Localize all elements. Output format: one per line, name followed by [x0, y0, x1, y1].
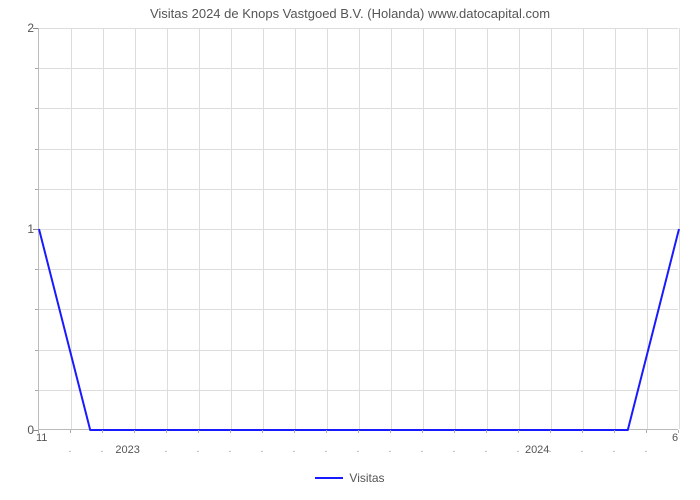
y-minor-tick — [35, 189, 38, 190]
y-minor-tick — [35, 68, 38, 69]
x-minor-label: . — [357, 444, 360, 455]
x-end-label: 6 — [672, 432, 678, 444]
x-major-label: 2024 — [525, 444, 549, 456]
x-minor-tick — [646, 430, 647, 433]
y-minor-tick — [35, 309, 38, 310]
y-minor-tick — [35, 390, 38, 391]
x-minor-tick — [614, 430, 615, 433]
y-tick-mark — [33, 229, 38, 230]
x-minor-label: . — [645, 444, 648, 455]
legend-swatch — [315, 477, 343, 479]
chart-title: Visitas 2024 de Knops Vastgoed B.V. (Hol… — [0, 6, 700, 21]
x-minor-tick — [230, 430, 231, 433]
x-minor-label: . — [613, 444, 616, 455]
x-minor-tick — [294, 430, 295, 433]
x-minor-label: . — [549, 444, 552, 455]
x-minor-tick — [422, 430, 423, 433]
x-start-label: 11 — [36, 432, 47, 444]
x-minor-tick — [550, 430, 551, 433]
x-minor-tick — [582, 430, 583, 433]
x-minor-label: . — [453, 444, 456, 455]
x-minor-tick — [518, 430, 519, 433]
x-minor-label: . — [517, 444, 520, 455]
x-minor-label: . — [69, 444, 72, 455]
plot-area — [38, 28, 678, 430]
x-minor-label: . — [197, 444, 200, 455]
x-minor-tick — [454, 430, 455, 433]
y-tick-label: 2 — [6, 21, 34, 35]
x-minor-tick — [358, 430, 359, 433]
x-minor-tick — [486, 430, 487, 433]
y-tick-label: 0 — [6, 423, 34, 437]
x-minor-tick — [134, 430, 135, 433]
x-minor-label: . — [581, 444, 584, 455]
x-minor-tick — [102, 430, 103, 433]
x-minor-tick — [390, 430, 391, 433]
x-minor-label: . — [101, 444, 104, 455]
legend: Visitas — [0, 470, 700, 485]
x-minor-tick — [326, 430, 327, 433]
chart-container: Visitas 2024 de Knops Vastgoed B.V. (Hol… — [0, 0, 700, 500]
grid-vertical — [679, 28, 680, 429]
x-minor-tick — [70, 430, 71, 433]
x-minor-label: . — [261, 444, 264, 455]
x-minor-label: . — [325, 444, 328, 455]
x-minor-tick — [38, 430, 39, 433]
y-minor-tick — [35, 149, 38, 150]
y-tick-mark — [33, 28, 38, 29]
x-minor-label: . — [389, 444, 392, 455]
x-minor-label: . — [485, 444, 488, 455]
x-major-label: 2023 — [115, 444, 139, 456]
y-minor-tick — [35, 108, 38, 109]
x-minor-tick — [262, 430, 263, 433]
x-minor-tick — [678, 430, 679, 433]
x-minor-tick — [198, 430, 199, 433]
x-minor-tick — [166, 430, 167, 433]
y-tick-label: 1 — [6, 222, 34, 236]
series-line — [39, 28, 679, 430]
x-minor-label: . — [165, 444, 168, 455]
y-minor-tick — [35, 269, 38, 270]
x-minor-label: . — [229, 444, 232, 455]
legend-label: Visitas — [349, 471, 384, 485]
x-minor-label: . — [293, 444, 296, 455]
y-minor-tick — [35, 350, 38, 351]
x-minor-label: . — [421, 444, 424, 455]
